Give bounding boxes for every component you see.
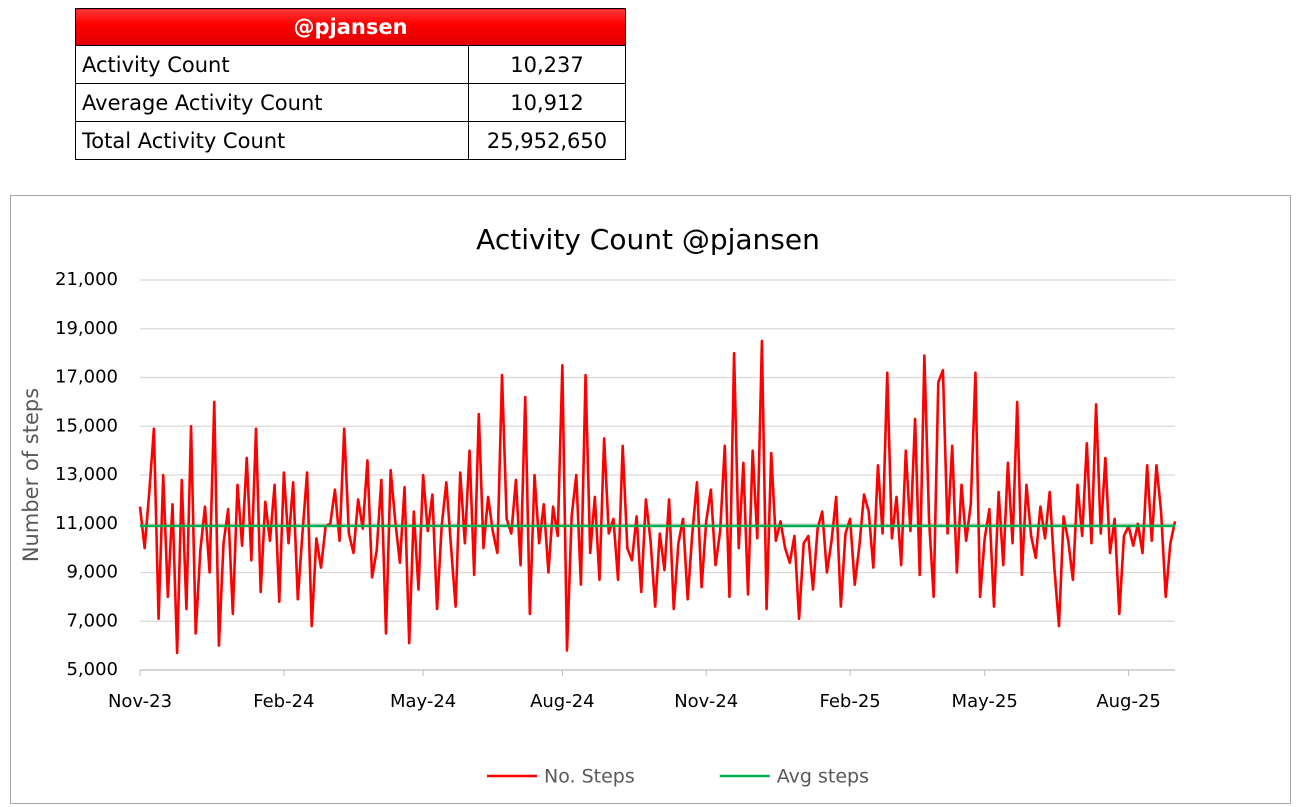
y-tick-label: 17,000 [55,367,118,388]
row-label: Total Activity Count [75,121,469,160]
row-label: Average Activity Count [75,83,469,122]
x-tick-label: Feb-24 [253,691,314,712]
x-tick-label: Nov-24 [674,691,738,712]
chart-title: Activity Count @pjansen [476,223,820,256]
y-tick-label: 5,000 [66,659,118,680]
y-tick-label: 13,000 [55,464,118,485]
y-tick-label: 7,000 [66,610,118,631]
legend-label: No. Steps [544,766,635,788]
x-tick-label: May-24 [390,691,456,712]
row-value: 10,237 [468,45,626,84]
row-value: 25,952,650 [468,121,626,160]
x-tick-label: Nov-23 [108,691,172,712]
y-tick-label: 21,000 [55,269,118,290]
row-value: 10,912 [468,83,626,122]
table-header: @pjansen [75,8,626,46]
y-axis-title: Number of steps [19,388,43,562]
y-tick-label: 15,000 [55,415,118,436]
summary-table: @pjansen Activity Count 10,237 Average Ac… [75,8,626,160]
series-line [138,339,1177,655]
y-tick-label: 9,000 [66,562,118,583]
x-tick-label: Aug-24 [530,691,595,712]
x-tick-label: Aug-25 [1096,691,1161,712]
y-tick-label: 11,000 [55,513,118,534]
y-tick-label: 19,000 [55,318,118,339]
x-tick-label: Feb-25 [819,691,880,712]
legend-label: Avg steps [777,766,869,788]
x-tick-label: May-25 [952,691,1018,712]
